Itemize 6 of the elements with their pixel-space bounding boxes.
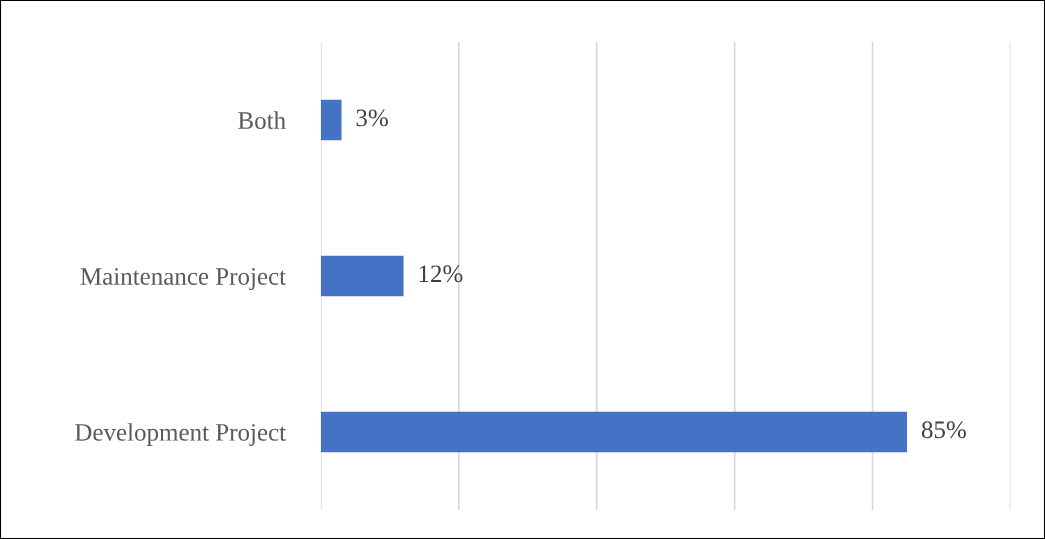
data-label: 12% xyxy=(419,265,463,283)
y-tick-label: Development Project xyxy=(75,423,286,446)
data-label: 3% xyxy=(356,109,388,127)
data-label: 85% xyxy=(921,421,966,439)
y-tick-label: Both xyxy=(238,111,286,129)
y-tick-label: Maintenance Project xyxy=(80,268,286,290)
